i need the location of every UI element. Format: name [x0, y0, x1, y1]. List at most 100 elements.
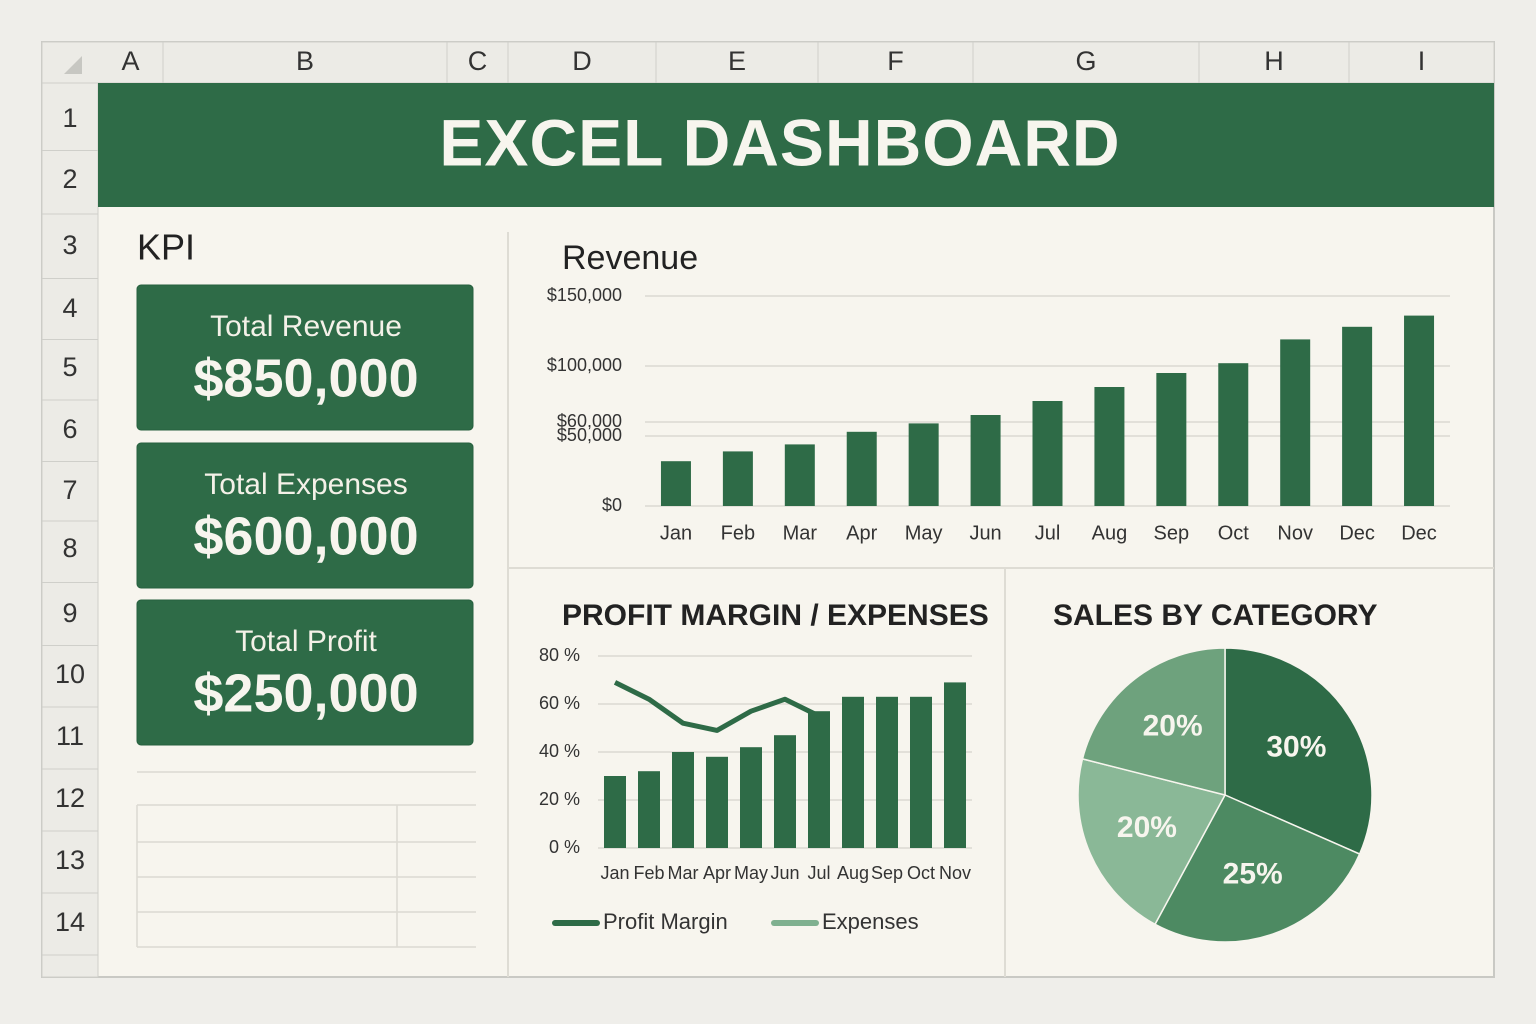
bar [784, 444, 815, 506]
chart-title: Revenue [562, 239, 698, 277]
pie-label: 25% [1223, 858, 1283, 891]
bar [740, 747, 762, 848]
pie-slice [1081, 647, 1226, 796]
kpi-title: KPI [137, 227, 195, 268]
bar [1156, 373, 1187, 506]
row-header: 8 [62, 533, 77, 563]
pie-slice [1224, 647, 1373, 856]
bar [672, 752, 694, 848]
legend-label: Profit Margin [603, 909, 728, 934]
y-tick-label: 20 % [539, 789, 580, 809]
kpi-card [136, 599, 474, 746]
row-header: 13 [55, 845, 85, 875]
bar [604, 776, 626, 848]
bar [706, 756, 728, 848]
pie-label: 20% [1117, 811, 1177, 844]
row-header: 5 [62, 352, 77, 382]
x-tick-label: Nov [939, 863, 971, 883]
row-header: 10 [55, 659, 85, 689]
x-tick-label: Dec [1401, 522, 1437, 544]
y-tick-label: $0 [602, 495, 622, 515]
column-header: A [121, 46, 139, 76]
kpi-label: Total Expenses [204, 468, 407, 501]
row-header: 14 [55, 907, 85, 937]
x-tick-label: Aug [1092, 522, 1128, 544]
line-series [613, 680, 821, 733]
pie-slice [1077, 758, 1227, 926]
row-header: 12 [55, 783, 85, 813]
bar [1032, 401, 1063, 506]
bar [1218, 363, 1249, 506]
y-tick-label: 60 % [539, 693, 580, 713]
x-tick-label: Jun [969, 522, 1001, 544]
x-tick-label: Mar [783, 522, 818, 544]
x-tick-label: Nov [1277, 522, 1313, 544]
y-tick-label: $150,000 [547, 285, 622, 305]
x-tick-label: May [734, 863, 768, 883]
x-tick-label: Aug [837, 863, 869, 883]
column-header: G [1075, 46, 1096, 76]
x-tick-label: Jan [660, 522, 692, 544]
bar [774, 735, 796, 848]
column-header: I [1418, 46, 1426, 76]
bar [910, 696, 932, 848]
column-header: E [728, 46, 746, 76]
kpi-label: Total Revenue [210, 310, 402, 343]
kpi-label: Total Profit [235, 625, 377, 658]
bar [876, 696, 898, 848]
x-tick-label: Mar [668, 863, 699, 883]
bar [970, 415, 1001, 506]
x-tick-label: Jan [600, 863, 629, 883]
bar [846, 431, 877, 506]
column-header: H [1264, 46, 1284, 76]
row-header: 1 [62, 103, 77, 133]
chart-title: SALES BY CATEGORY [1053, 599, 1378, 632]
row-header: 9 [62, 598, 77, 628]
empty-cells [136, 771, 476, 948]
x-tick-label: May [905, 522, 943, 544]
bar [1404, 315, 1435, 506]
x-tick-label: Oct [907, 863, 935, 883]
x-tick-label: Jul [1035, 522, 1061, 544]
bar [842, 696, 864, 848]
column-header: F [887, 46, 904, 76]
y-tick-label: 80 % [539, 645, 580, 665]
row-header: 6 [62, 414, 77, 444]
column-header-bar [41, 41, 1495, 84]
kpi-value: $600,000 [193, 506, 418, 566]
x-tick-label: Oct [1218, 522, 1250, 544]
x-tick-label: Feb [633, 863, 664, 883]
x-tick-label: Feb [721, 522, 755, 544]
bar [1094, 387, 1125, 506]
bar [908, 423, 939, 506]
pie-label: 30% [1266, 730, 1326, 763]
dashboard-title: EXCEL DASHBOARD [439, 105, 1120, 179]
x-tick-label: Jul [807, 863, 830, 883]
y-tick-label: $100,000 [547, 355, 622, 375]
x-tick-label: Sep [871, 863, 903, 883]
y-tick-label: 0 % [549, 837, 580, 857]
x-tick-label: Sep [1154, 522, 1190, 544]
title-banner [98, 83, 1494, 207]
bar [944, 682, 966, 848]
row-header: 2 [62, 164, 77, 194]
y-tick-label: $60,000 [557, 411, 622, 431]
column-header: D [572, 46, 592, 76]
x-tick-label: Apr [846, 522, 877, 544]
kpi-card [136, 284, 474, 431]
y-tick-label: 40 % [539, 741, 580, 761]
bar [1280, 339, 1311, 506]
row-header-bar [41, 82, 99, 978]
legend-label: Expenses [822, 909, 919, 934]
bar [722, 451, 753, 506]
select-all[interactable] [64, 56, 82, 74]
bar [808, 711, 830, 848]
x-tick-label: Jun [770, 863, 799, 883]
row-header: 4 [62, 293, 77, 323]
row-header: 7 [62, 475, 77, 505]
kpi-card [136, 442, 474, 589]
x-tick-label: Apr [703, 863, 731, 883]
row-header: 11 [56, 721, 84, 751]
